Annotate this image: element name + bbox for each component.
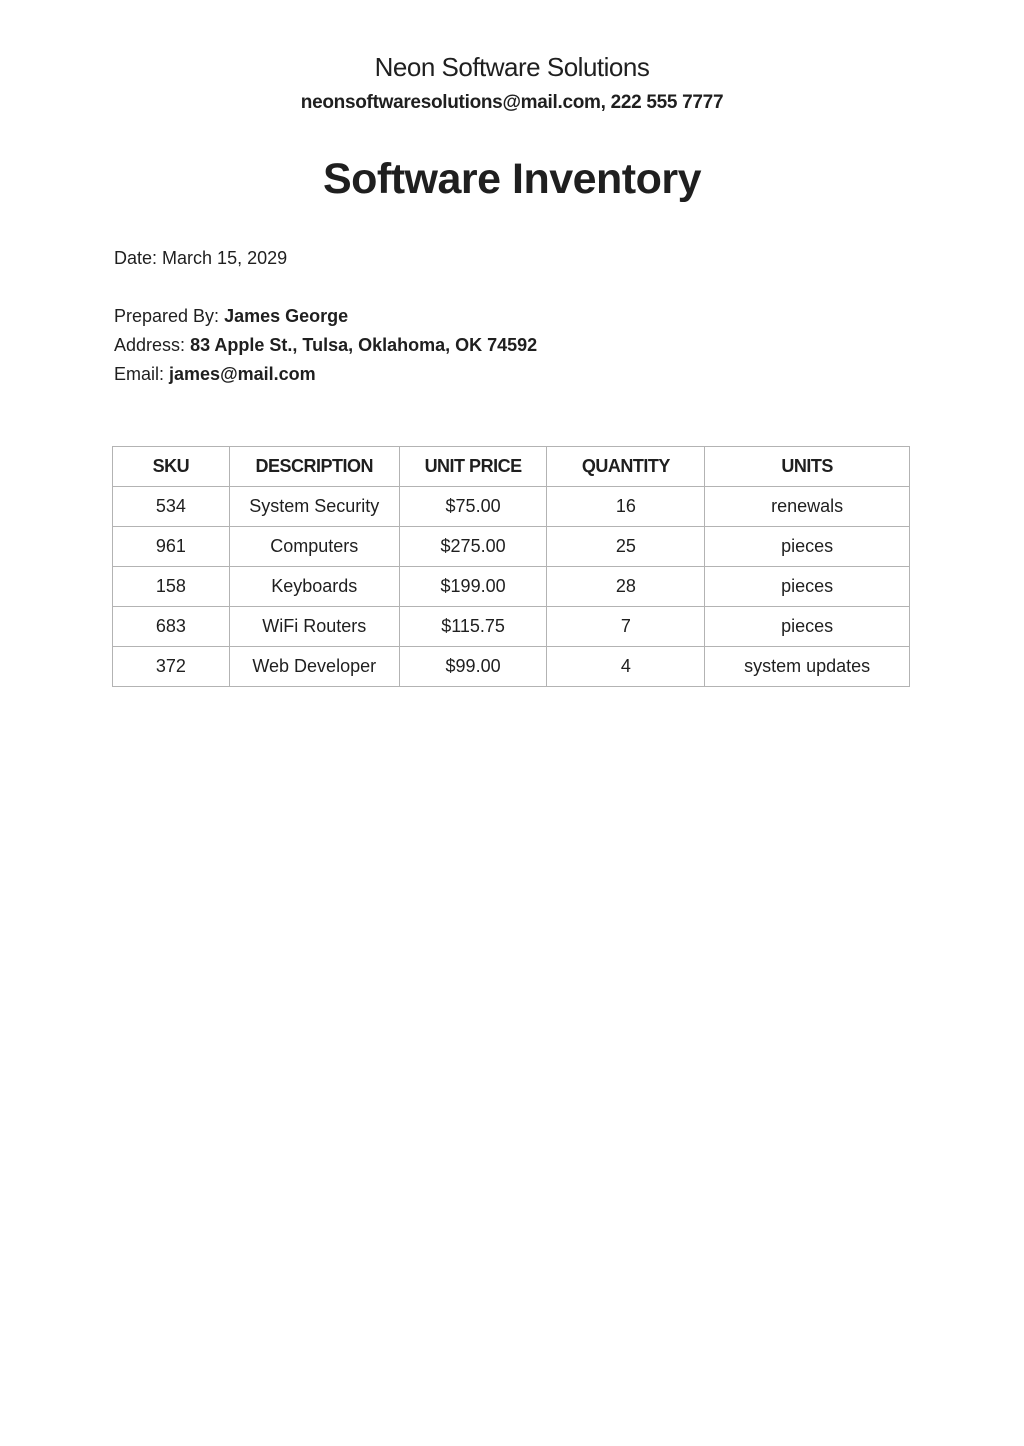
cell-sku: 961 — [112, 526, 230, 567]
date-label: Date: — [114, 248, 158, 268]
cell-units: pieces — [704, 526, 910, 567]
cell-units: renewals — [704, 486, 910, 527]
header-units: UNITS — [704, 446, 910, 487]
cell-units: pieces — [704, 606, 910, 647]
email-value: james@mail.com — [169, 364, 316, 384]
table-row: 961 Computers $275.00 25 pieces — [112, 526, 910, 567]
inventory-table: SKU DESCRIPTION UNIT PRICE QUANTITY UNIT… — [112, 446, 910, 687]
date-value: March 15, 2029 — [162, 248, 288, 268]
header-sku: SKU — [112, 446, 230, 487]
cell-units: system updates — [704, 646, 910, 687]
page-title: Software Inventory — [322, 155, 702, 203]
cell-sku: 683 — [112, 606, 230, 647]
cell-quantity: 16 — [546, 486, 706, 527]
table-row: 534 System Security $75.00 16 renewals — [112, 486, 910, 527]
cell-unit-price: $99.00 — [398, 646, 548, 687]
address-label: Address: — [114, 335, 186, 355]
cell-unit-price: $199.00 — [398, 566, 548, 607]
cell-sku: 534 — [112, 486, 230, 527]
cell-unit-price: $75.00 — [398, 486, 548, 527]
company-contact: neonsoftwaresolutions@mail.com, 222 555 … — [300, 92, 724, 113]
prepared-by-value: James George — [224, 306, 349, 326]
email-line: Email: james@mail.com — [114, 364, 316, 385]
prepared-by-line: Prepared By: James George — [114, 306, 348, 327]
cell-units: pieces — [704, 566, 910, 607]
cell-sku: 158 — [112, 566, 230, 607]
address-value: 83 Apple St., Tulsa, Oklahoma, OK 74592 — [190, 335, 538, 355]
header-quantity: QUANTITY — [546, 446, 706, 487]
header-description: DESCRIPTION — [228, 446, 400, 487]
cell-quantity: 28 — [546, 566, 706, 607]
prepared-by-label: Prepared By: — [114, 306, 220, 326]
cell-description: Web Developer — [228, 646, 400, 687]
cell-description: System Security — [228, 486, 400, 527]
email-label: Email: — [114, 364, 165, 384]
cell-quantity: 25 — [546, 526, 706, 567]
company-name: Neon Software Solutions — [374, 52, 650, 82]
date-line: Date: March 15, 2029 — [114, 248, 287, 269]
cell-description: Keyboards — [228, 566, 400, 607]
header-unit-price: UNIT PRICE — [398, 446, 548, 487]
cell-quantity: 7 — [546, 606, 706, 647]
cell-unit-price: $275.00 — [398, 526, 548, 567]
cell-sku: 372 — [112, 646, 230, 687]
cell-description: Computers — [228, 526, 400, 567]
table-row: 372 Web Developer $99.00 4 system updates — [112, 646, 910, 687]
cell-description: WiFi Routers — [228, 606, 400, 647]
table-row: 683 WiFi Routers $115.75 7 pieces — [112, 606, 910, 647]
cell-unit-price: $115.75 — [398, 606, 548, 647]
cell-quantity: 4 — [546, 646, 706, 687]
address-line: Address: 83 Apple St., Tulsa, Oklahoma, … — [114, 335, 537, 356]
table-row: 158 Keyboards $199.00 28 pieces — [112, 566, 910, 607]
table-header-row: SKU DESCRIPTION UNIT PRICE QUANTITY UNIT… — [112, 446, 910, 487]
